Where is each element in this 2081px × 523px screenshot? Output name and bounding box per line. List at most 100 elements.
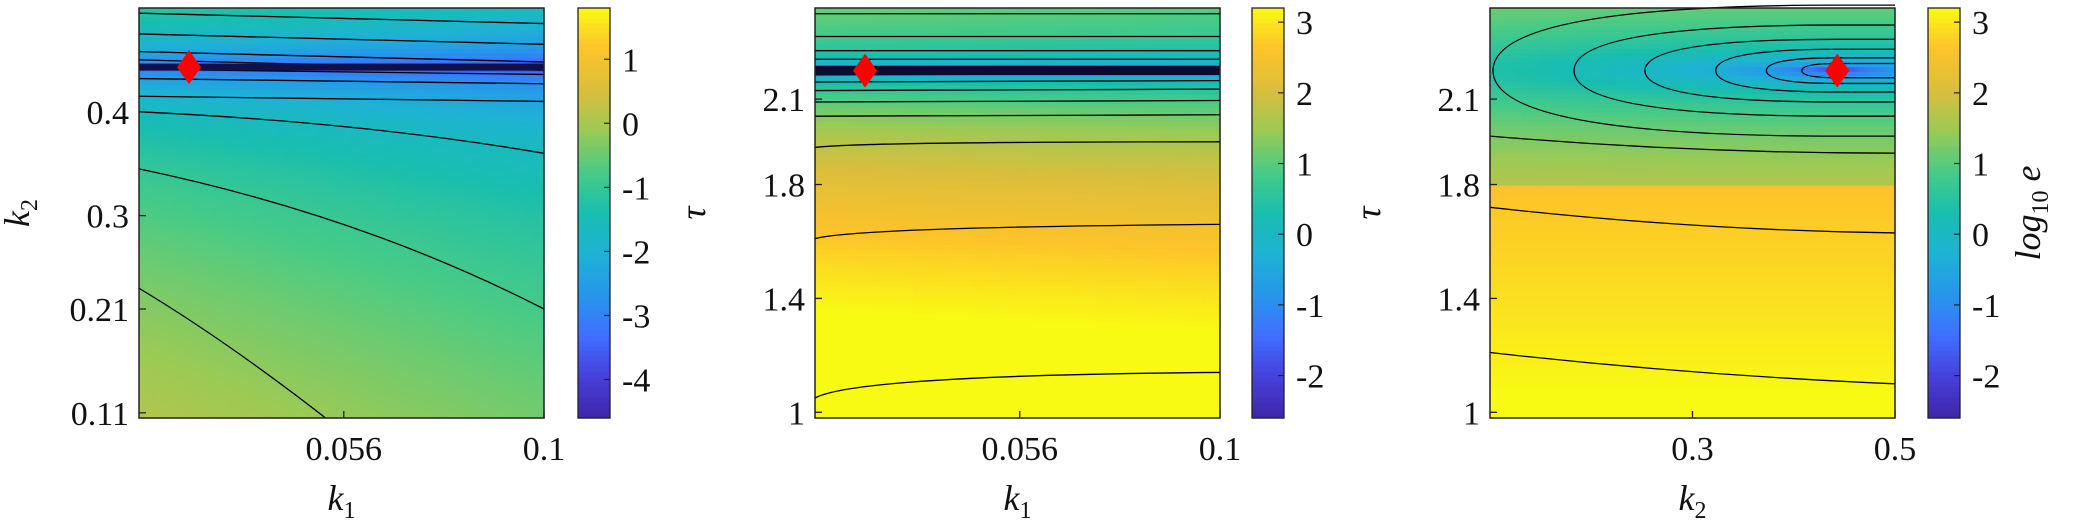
heatmap-cell — [378, 254, 383, 259]
heatmap-cell — [270, 58, 275, 63]
heatmap-cell — [166, 213, 171, 218]
heatmap-cell — [328, 213, 333, 218]
heatmap-cell — [310, 131, 315, 136]
heatmap-cell — [513, 181, 518, 186]
heatmap-cell — [337, 163, 342, 168]
heatmap-cell — [373, 213, 378, 218]
heatmap-cell — [468, 190, 473, 195]
heatmap-cell — [261, 31, 266, 36]
heatmap-cell — [463, 236, 468, 241]
heatmap-cell — [400, 208, 405, 213]
heatmap-cell — [265, 131, 270, 136]
heatmap-cell — [193, 99, 198, 104]
heatmap-cell — [162, 227, 167, 232]
heatmap-cell — [229, 99, 234, 104]
heatmap-cell — [243, 76, 248, 81]
heatmap-cell — [171, 190, 176, 195]
heatmap-cell — [378, 245, 383, 250]
heatmap-cell — [333, 13, 338, 18]
heatmap-cell — [364, 117, 369, 122]
heatmap-cell — [436, 213, 441, 218]
heatmap-cell — [297, 44, 302, 49]
heatmap-cell — [513, 122, 518, 127]
heatmap-cell — [346, 213, 351, 218]
heatmap-cell — [297, 154, 302, 159]
heatmap-cell — [283, 122, 288, 127]
heatmap-cell — [234, 99, 239, 104]
heatmap-cell — [522, 227, 527, 232]
heatmap-cell — [243, 167, 248, 172]
heatmap-cell — [144, 31, 149, 36]
heatmap-cell — [297, 149, 302, 154]
heatmap-cell — [139, 190, 144, 195]
heatmap-cell — [409, 22, 414, 27]
heatmap-cell — [414, 140, 419, 145]
heatmap-cell — [324, 40, 329, 45]
heatmap-cell — [441, 85, 446, 90]
heatmap-cell — [270, 81, 275, 86]
heatmap-cell — [144, 104, 149, 109]
heatmap-cell — [351, 172, 356, 177]
heatmap-cell — [283, 195, 288, 200]
heatmap-cell — [220, 240, 225, 245]
heatmap-cell — [265, 99, 270, 104]
heatmap-cell — [202, 104, 207, 109]
heatmap-cell — [247, 17, 252, 22]
heatmap-cell — [252, 35, 257, 40]
heatmap-cell — [526, 186, 531, 191]
heatmap-cell — [522, 249, 527, 254]
heatmap-cell — [315, 31, 320, 36]
heatmap-cell — [486, 236, 491, 241]
heatmap-cell — [225, 154, 230, 159]
heatmap-cell — [189, 35, 194, 40]
heatmap-cell — [445, 195, 450, 200]
heatmap-cell — [229, 104, 234, 109]
heatmap-cell — [310, 8, 315, 13]
heatmap-cell — [459, 90, 464, 95]
heatmap-cell — [522, 231, 527, 236]
heatmap-cell — [405, 90, 410, 95]
heatmap-cell — [238, 163, 243, 168]
heatmap-cell — [481, 190, 486, 195]
heatmap-cell — [283, 31, 288, 36]
heatmap-cell — [382, 26, 387, 31]
heatmap-cell — [508, 40, 513, 45]
heatmap-cell — [166, 245, 171, 250]
heatmap-cell — [463, 90, 468, 95]
heatmap-cell — [220, 90, 225, 95]
heatmap-cell — [391, 177, 396, 182]
heatmap-cell — [153, 136, 158, 141]
heatmap-cell — [418, 254, 423, 259]
heatmap-cell — [490, 172, 495, 177]
heatmap-cell — [382, 154, 387, 159]
heatmap-cell — [481, 136, 486, 141]
heatmap-cell — [495, 13, 500, 18]
heatmap-cell — [495, 104, 500, 109]
heatmap-cell — [283, 58, 288, 63]
heatmap-cell — [378, 154, 383, 159]
heatmap-cell — [373, 49, 378, 54]
heatmap-cell — [180, 99, 185, 104]
heatmap-cell — [337, 85, 342, 90]
heatmap-cell — [481, 54, 486, 59]
heatmap-cell — [261, 8, 266, 13]
heatmap-cell — [351, 249, 356, 254]
heatmap-cell — [207, 172, 212, 177]
heatmap-cell — [391, 145, 396, 150]
heatmap-cell — [459, 104, 464, 109]
heatmap-cell — [243, 249, 248, 254]
heatmap-cell — [490, 76, 495, 81]
heatmap-cell — [247, 213, 252, 218]
heatmap-cell — [450, 213, 455, 218]
heatmap-cell — [486, 8, 491, 13]
heatmap-cell — [450, 154, 455, 159]
heatmap-cell — [171, 126, 176, 131]
heatmap-cell — [184, 126, 189, 131]
heatmap-cell — [256, 8, 261, 13]
heatmap-cell — [234, 167, 239, 172]
heatmap-cell — [301, 163, 306, 168]
heatmap-cell — [468, 149, 473, 154]
heatmap-cell — [238, 72, 243, 77]
heatmap-cell — [324, 259, 329, 264]
heatmap-cell — [405, 26, 410, 31]
